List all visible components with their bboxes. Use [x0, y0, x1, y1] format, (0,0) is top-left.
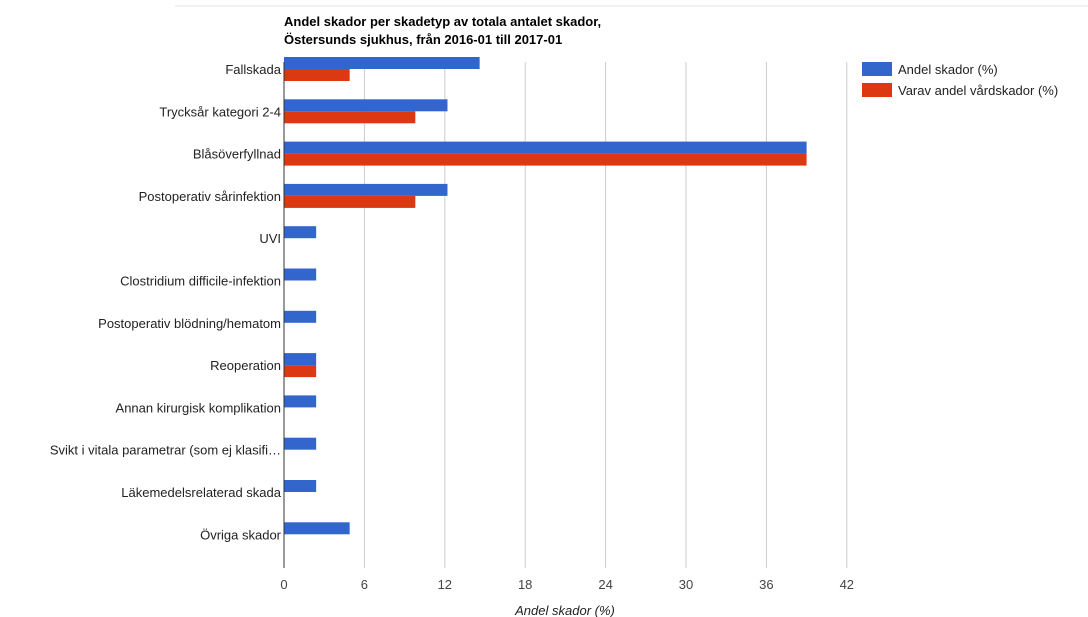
x-tick-label-5: 30	[679, 577, 693, 592]
gridlines	[363, 62, 848, 568]
bar-s0-3	[284, 183, 448, 196]
bar-s1-2	[284, 153, 807, 166]
bar-s0-11	[284, 522, 350, 535]
x-tick-label-2: 12	[438, 577, 452, 592]
bar-s0-4	[284, 226, 317, 239]
category-label-6: Postoperativ blödning/hematom	[98, 316, 281, 331]
category-label-7: Reoperation	[210, 358, 281, 373]
bar-s0-0	[284, 57, 480, 69]
bar-s1-7	[284, 365, 317, 378]
category-label-1: Trycksår kategori 2-4	[159, 104, 281, 119]
x-tick-label-3: 18	[518, 577, 532, 592]
legend-label-0: Andel skador (%)	[898, 62, 998, 77]
bar-s0-9	[284, 437, 317, 450]
x-tick-label-1: 6	[361, 577, 368, 592]
bar-s0-10	[284, 480, 317, 492]
category-labels: Fallskada Trycksår kategori 2-4 Blåsöverfy…	[50, 62, 282, 542]
bar-s0-2	[284, 141, 807, 154]
bar-s0-1	[284, 99, 448, 112]
x-tick-label-7: 42	[840, 577, 854, 592]
chart-title: Andel skador per skadetyp av totala anta…	[284, 14, 601, 29]
bar-s0-5	[284, 268, 317, 281]
bar-s0-8	[284, 395, 317, 408]
x-tick-label-6: 36	[759, 577, 773, 592]
legend-swatch-1	[862, 83, 892, 97]
x-axis-label: Andel skador (%)	[514, 603, 615, 617]
x-tick-label-0: 0	[280, 577, 287, 592]
category-label-9: Svikt i vitala parametrar (som ej klasif…	[50, 443, 281, 458]
category-label-8: Annan kirurgisk komplikation	[116, 400, 281, 415]
bar-s1-1	[284, 111, 416, 124]
bar-s1-0	[284, 69, 350, 81]
category-label-11: Övriga skador	[200, 527, 282, 542]
bar-s0-6	[284, 310, 317, 323]
category-label-3: Postoperativ sårinfektion	[139, 189, 281, 204]
legend: Andel skador (%) Varav andel vårdskador (…	[862, 62, 1058, 98]
bars	[284, 57, 807, 535]
bar-s1-3	[284, 195, 416, 208]
category-label-0: Fallskada	[225, 62, 281, 77]
category-label-2: Blåsöverfyllnad	[193, 147, 281, 162]
x-tick-labels: 0 6 12 18 24 30 36 42	[280, 577, 854, 592]
bar-s0-7	[284, 353, 317, 366]
x-tick-label-4: 24	[598, 577, 612, 592]
chart-subtitle: Östersunds sjukhus, från 2016-01 till 20…	[284, 32, 562, 47]
category-label-4: UVI	[259, 231, 281, 246]
category-label-5: Clostridium difficile-infektion	[120, 274, 281, 289]
legend-label-1: Varav andel vårdskador (%)	[898, 83, 1058, 98]
legend-swatch-0	[862, 62, 892, 76]
category-label-10: Läkemedelsrelaterad skada	[121, 485, 281, 500]
